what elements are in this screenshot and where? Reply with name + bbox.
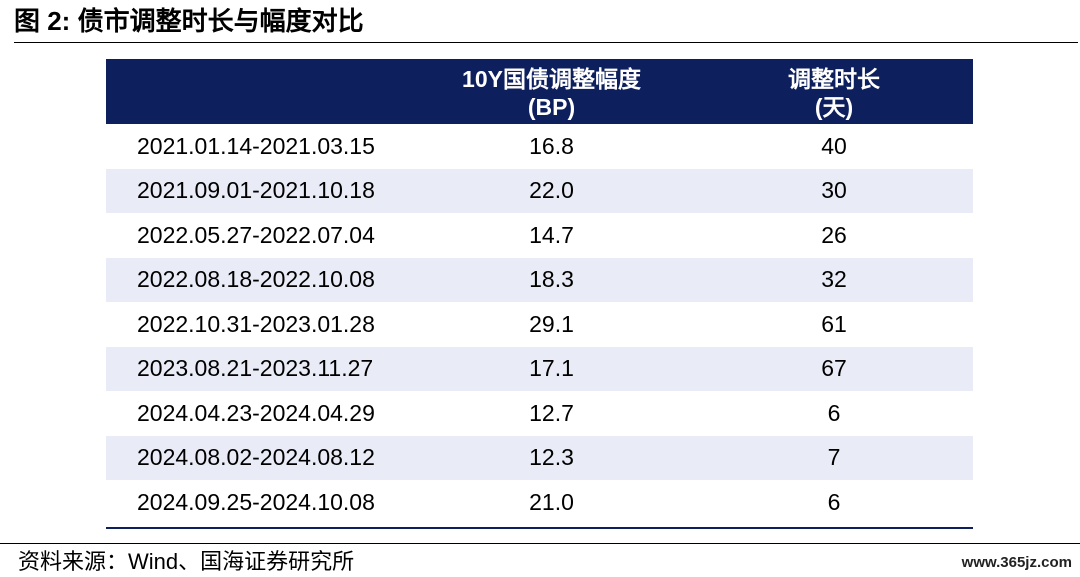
table-row: 2022.08.18-2022.10.08 18.3 32 xyxy=(106,257,973,302)
header-adjustment-bp-unit: (BP) xyxy=(527,93,576,120)
header-duration-days: 调整时长 (天) xyxy=(695,59,973,124)
table-row: 2021.09.01-2021.10.18 22.0 30 xyxy=(106,168,973,213)
cell-bp: 14.7 xyxy=(529,221,574,248)
cell-days: 40 xyxy=(821,132,847,159)
source-note: 资料来源：Wind、国海证券研究所 xyxy=(18,549,355,574)
header-adjustment-bp-title: 10Y国债调整幅度 xyxy=(462,65,641,92)
bond-adjustment-table: 10Y国债调整幅度 (BP) 调整时长 (天) 2021.01.14-2021.… xyxy=(106,59,973,525)
cell-period: 2024.08.02-2024.08.12 xyxy=(137,444,375,471)
cell-bp: 21.0 xyxy=(529,488,574,515)
cell-bp: 12.3 xyxy=(529,444,574,471)
cell-period: 2024.09.25-2024.10.08 xyxy=(137,488,375,515)
cell-period: 2024.04.23-2024.04.29 xyxy=(137,399,375,426)
header-period xyxy=(106,59,408,124)
table-row: 2022.05.27-2022.07.04 14.7 26 xyxy=(106,213,973,258)
table-row: 2024.09.25-2024.10.08 21.0 6 xyxy=(106,480,973,525)
cell-period: 2022.08.18-2022.10.08 xyxy=(137,266,375,293)
cell-period: 2022.05.27-2022.07.04 xyxy=(137,221,375,248)
watermark: www.365jz.com xyxy=(961,554,1072,571)
cell-bp: 22.0 xyxy=(529,177,574,204)
cell-bp: 18.3 xyxy=(529,266,574,293)
cell-days: 32 xyxy=(821,266,847,293)
cell-period: 2021.01.14-2021.03.15 xyxy=(137,132,375,159)
cell-days: 6 xyxy=(827,488,841,515)
header-adjustment-bp: 10Y国债调整幅度 (BP) xyxy=(408,59,695,124)
cell-period: 2021.09.01-2021.10.18 xyxy=(137,177,375,204)
table-row: 2024.04.23-2024.04.29 12.7 6 xyxy=(106,391,973,436)
title-divider xyxy=(14,42,1078,43)
table-row: 2022.10.31-2023.01.28 29.1 61 xyxy=(106,302,973,347)
cell-days: 67 xyxy=(821,355,847,382)
table-bottom-rule xyxy=(106,526,973,529)
cell-days: 6 xyxy=(827,399,841,426)
figure-title: 图 2: 债市调整时长与幅度对比 xyxy=(14,6,364,36)
table-row: 2021.01.14-2021.03.15 16.8 40 xyxy=(106,124,973,169)
table-header-row: 10Y国债调整幅度 (BP) 调整时长 (天) xyxy=(106,59,973,124)
cell-days: 30 xyxy=(821,177,847,204)
header-duration-title: 调整时长 xyxy=(788,65,880,92)
table-row: 2024.08.02-2024.08.12 12.3 7 xyxy=(106,435,973,480)
cell-bp: 17.1 xyxy=(529,355,574,382)
cell-days: 7 xyxy=(827,444,841,471)
comparison-table-container: 10Y国债调整幅度 (BP) 调整时长 (天) 2021.01.14-2021.… xyxy=(106,59,973,529)
cell-bp: 12.7 xyxy=(529,399,574,426)
cell-days: 26 xyxy=(821,221,847,248)
cell-bp: 16.8 xyxy=(529,132,574,159)
source-divider xyxy=(0,543,1080,544)
cell-days: 61 xyxy=(821,310,847,337)
table-row: 2023.08.21-2023.11.27 17.1 67 xyxy=(106,346,973,391)
header-duration-unit: (天) xyxy=(814,93,854,120)
cell-bp: 29.1 xyxy=(529,310,574,337)
cell-period: 2022.10.31-2023.01.28 xyxy=(137,310,375,337)
cell-period: 2023.08.21-2023.11.27 xyxy=(137,355,374,382)
